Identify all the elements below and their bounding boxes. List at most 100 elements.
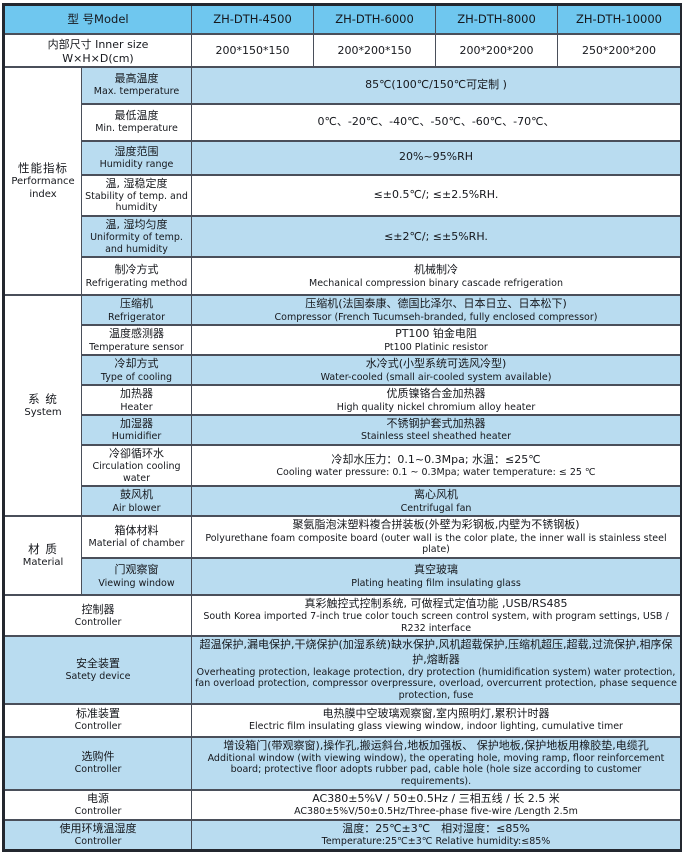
row-value-cell: 优质镍铬合金加热器 High quality nickel chromium a…: [191, 384, 682, 417]
row-ambient-temperature-humidity: 使用环境温湿度 Controller 温度：25℃±3℃ 相对湿度：≤85% T…: [3, 818, 682, 852]
section-label-en: Performance index: [11, 176, 75, 200]
inner-size-value: 200*150*150: [215, 43, 290, 57]
inner-size-value-cell: 200*200*200: [435, 32, 558, 68]
row-value-cell: 聚氨脂泡沫塑料複合拼装板(外壁为彩钢板,内壁为不锈钢板) Polyurethan…: [191, 515, 682, 559]
row-compressor: 系 统 System 压缩机 Refrigerator 压缩机(法国泰康、德国比…: [3, 294, 682, 518]
row-label-zh: 电源: [87, 791, 109, 805]
row-label-cell: 控制器 Controller: [3, 593, 192, 638]
row-value-cell: 真空玻璃 Plating heating film insulating gla…: [191, 556, 682, 596]
row-label-zh: 冷却方式: [114, 357, 159, 371]
row-label-zh: 箱体材料: [114, 524, 159, 538]
model-header-label: 型 号Model: [67, 12, 129, 27]
row-viewing-window: 门观察窗 Viewing window 真空玻璃 Plating heating…: [4, 556, 682, 596]
row-value-en: Compressor (French Tucumseh-branded, ful…: [274, 311, 598, 323]
row-label-cell: 使用环境温湿度 Controller: [3, 818, 192, 852]
row-label-en: Controller: [74, 721, 122, 733]
row-value-cell: 增设箱门(带观察窗),操作孔,搬运斜台,地板加强板、 保护地板,保护地板用橡胶垫…: [191, 735, 682, 791]
row-label-cell: 温度感测器 Temperature sensor: [81, 324, 192, 357]
row-optional-parts: 选购件 Controller 增设箱门(带观察窗),操作孔,搬运斜台,地板加强板…: [3, 735, 682, 791]
row-value-cell: PT100 铂金电阻 Pt100 Platinic resistor: [191, 324, 682, 357]
row-label-en: Controller: [74, 616, 122, 628]
row-label-cell: 鼓风机 Air blower: [81, 485, 192, 518]
row-label-zh: 湿度范围: [114, 144, 159, 158]
row-value-cell: 水冷式(小型系统可选风冷型) Water-cooled (small air-c…: [191, 354, 682, 387]
row-label-zh: 最高温度: [114, 72, 159, 86]
row-value-cell: 温度：25℃±3℃ 相对湿度：≤85% Temperature:25℃±3℃ R…: [191, 818, 682, 852]
row-value-cell: ≤±0.5℃/; ≤±2.5%RH.: [191, 173, 682, 217]
row-value-zh: 压缩机(法国泰康、德国比泽尔、日本日立、日本松下): [305, 297, 567, 311]
row-value-cell: 压缩机(法国泰康、德国比泽尔、日本日立、日本松下) Compressor (Fr…: [191, 294, 682, 327]
table-header-row: 型 号Model ZH-DTH-4500 ZH-DTH-6000 ZH-DTH-…: [3, 3, 682, 35]
row-label-cell: 安全装置 Satety device: [3, 635, 192, 705]
row-label-en: Controller: [74, 764, 122, 776]
row-value-cell: 冷却水压力：0.1~0.3Mpa; 水温：≤25℃ Cooling water …: [191, 444, 682, 488]
model-cell-3: ZH-DTH-8000: [435, 3, 558, 35]
row-value-zh: 机械制冷: [414, 263, 458, 277]
row-value-cell: 20%~95%RH: [191, 139, 682, 176]
row-label-cell: 温, 湿均匀度 Uniformity of temp. and humidity: [81, 214, 192, 259]
row-value-en: AC380±5%V/50±0.5Hz/Three-phase five-wire…: [294, 805, 578, 817]
inner-size-value-cell: 200*200*150: [313, 32, 436, 68]
inner-size-value-cell: 200*150*150: [191, 32, 314, 68]
row-air-blower: 鼓风机 Air blower 离心风机 Centrifugal fan: [4, 485, 682, 518]
row-label-en: Stability of temp. and humidity: [85, 190, 188, 214]
row-min-temperature: 最低温度 Min. temperature 0℃、-20℃、-40℃、-50℃、…: [4, 102, 682, 142]
row-label-cell: 加热器 Heater: [81, 384, 192, 417]
row-value-en: Overheating protection, leakage protecti…: [195, 666, 677, 702]
section-label-en: Material: [22, 557, 64, 569]
row-value-zh: 0℃、-20℃、-40℃、-50℃、-60℃、-70℃、: [317, 114, 555, 128]
row-value-cell: 不锈钢护套式加热器 Stainless steel sheathed heate…: [191, 414, 682, 447]
row-label-zh: 安全装置: [76, 656, 120, 670]
section-label-zh: 性能指标: [18, 160, 68, 175]
row-value-zh: ≤±0.5℃/; ≤±2.5%RH.: [373, 188, 499, 202]
row-label-cell: 最高温度 Max. temperature: [81, 65, 192, 105]
row-value-zh: 85℃(100℃/150℃可定制 ): [365, 77, 507, 91]
row-label-zh: 选购件: [81, 750, 115, 764]
row-value-en: Additional window (with viewing window),…: [207, 752, 665, 788]
row-label-en: Refrigerator: [108, 311, 165, 323]
row-label-cell: 最低温度 Min. temperature: [81, 102, 192, 142]
section-performance-index: 性能指标 Performance index: [3, 65, 82, 297]
row-value-en: High quality nickel chromium alloy heate…: [336, 401, 536, 413]
row-value-zh: 增设箱门(带观察窗),操作孔,搬运斜台,地板加强板、 保护地板,保护地板用橡胶垫…: [223, 738, 649, 752]
section-material: 材 质 Material: [3, 515, 82, 596]
row-value-en: Pt100 Platinic resistor: [384, 341, 488, 353]
row-value-zh: 真彩触控式控制系统, 可做程式定值功能 ,USB/RS485: [304, 596, 568, 610]
row-value-zh: 优质镍铬合金加热器: [386, 387, 486, 401]
row-label-zh: 加热器: [120, 387, 153, 401]
row-label-zh: 控制器: [81, 602, 115, 616]
row-label-en: Refrigerating method: [85, 277, 188, 289]
model-name: ZH-DTH-10000: [576, 12, 662, 27]
row-material-of-chamber: 材 质 Material 箱体材料 Material of chamber 聚氨…: [3, 515, 682, 596]
row-value-zh: 真空玻璃: [414, 563, 458, 577]
row-humidity-range: 湿度范围 Humidity range 20%~95%RH: [4, 139, 682, 176]
section-label-zh: 系 统: [28, 391, 58, 406]
row-value-en: South Korea imported 7-inch true color t…: [203, 611, 669, 634]
row-label-en: Satety device: [65, 671, 131, 683]
row-label-zh: 最低温度: [114, 109, 159, 123]
row-label-cell: 压缩机 Refrigerator: [81, 294, 192, 327]
row-value-cell: 0℃、-20℃、-40℃、-50℃、-60℃、-70℃、: [191, 102, 682, 142]
row-label-en: Humidity range: [99, 158, 174, 170]
row-label-cell: 制冷方式 Refrigerating method: [81, 256, 192, 297]
row-label-en: Type of cooling: [100, 371, 173, 383]
row-label-zh: 标准装置: [76, 707, 120, 721]
row-value-en: Water-cooled (small air-cooled system av…: [320, 371, 552, 383]
row-stability: 温, 湿稳定度 Stability of temp. and humidity …: [4, 173, 682, 217]
row-value-zh: 电热膜中空玻璃观察窗,室内照明灯,累积计时器: [322, 707, 550, 721]
row-value-zh: 超温保护,漏电保护,干烧保护(加湿系统)缺水保护,风机超载保护,压缩机超压,超载…: [199, 638, 673, 666]
row-value-cell: 85℃(100℃/150℃可定制 ): [191, 65, 682, 105]
model-header-cell: 型 号Model: [3, 3, 192, 35]
row-label-en: Min. temperature: [95, 123, 178, 135]
row-value-cell: 离心风机 Centrifugal fan: [191, 485, 682, 518]
row-value-en: Stainless steel sheathed heater: [360, 431, 512, 443]
model-name: ZH-DTH-4500: [213, 12, 292, 27]
section-label-en: System: [24, 407, 62, 419]
row-heater: 加热器 Heater 优质镍铬合金加热器 High quality nickel…: [4, 384, 682, 417]
row-value-en: Polyurethane foam composite board (outer…: [205, 532, 667, 556]
row-value-en: Plating heating film insulating glass: [351, 577, 521, 589]
row-power-supply: 电源 Controller AC380±5%V / 50±0.5Hz / 三相五…: [3, 788, 682, 821]
row-label-cell: 电源 Controller: [3, 788, 192, 821]
row-value-en: Cooling water pressure: 0.1 ~ 0.3Mpa; wa…: [276, 467, 596, 479]
model-name: ZH-DTH-8000: [457, 12, 536, 27]
